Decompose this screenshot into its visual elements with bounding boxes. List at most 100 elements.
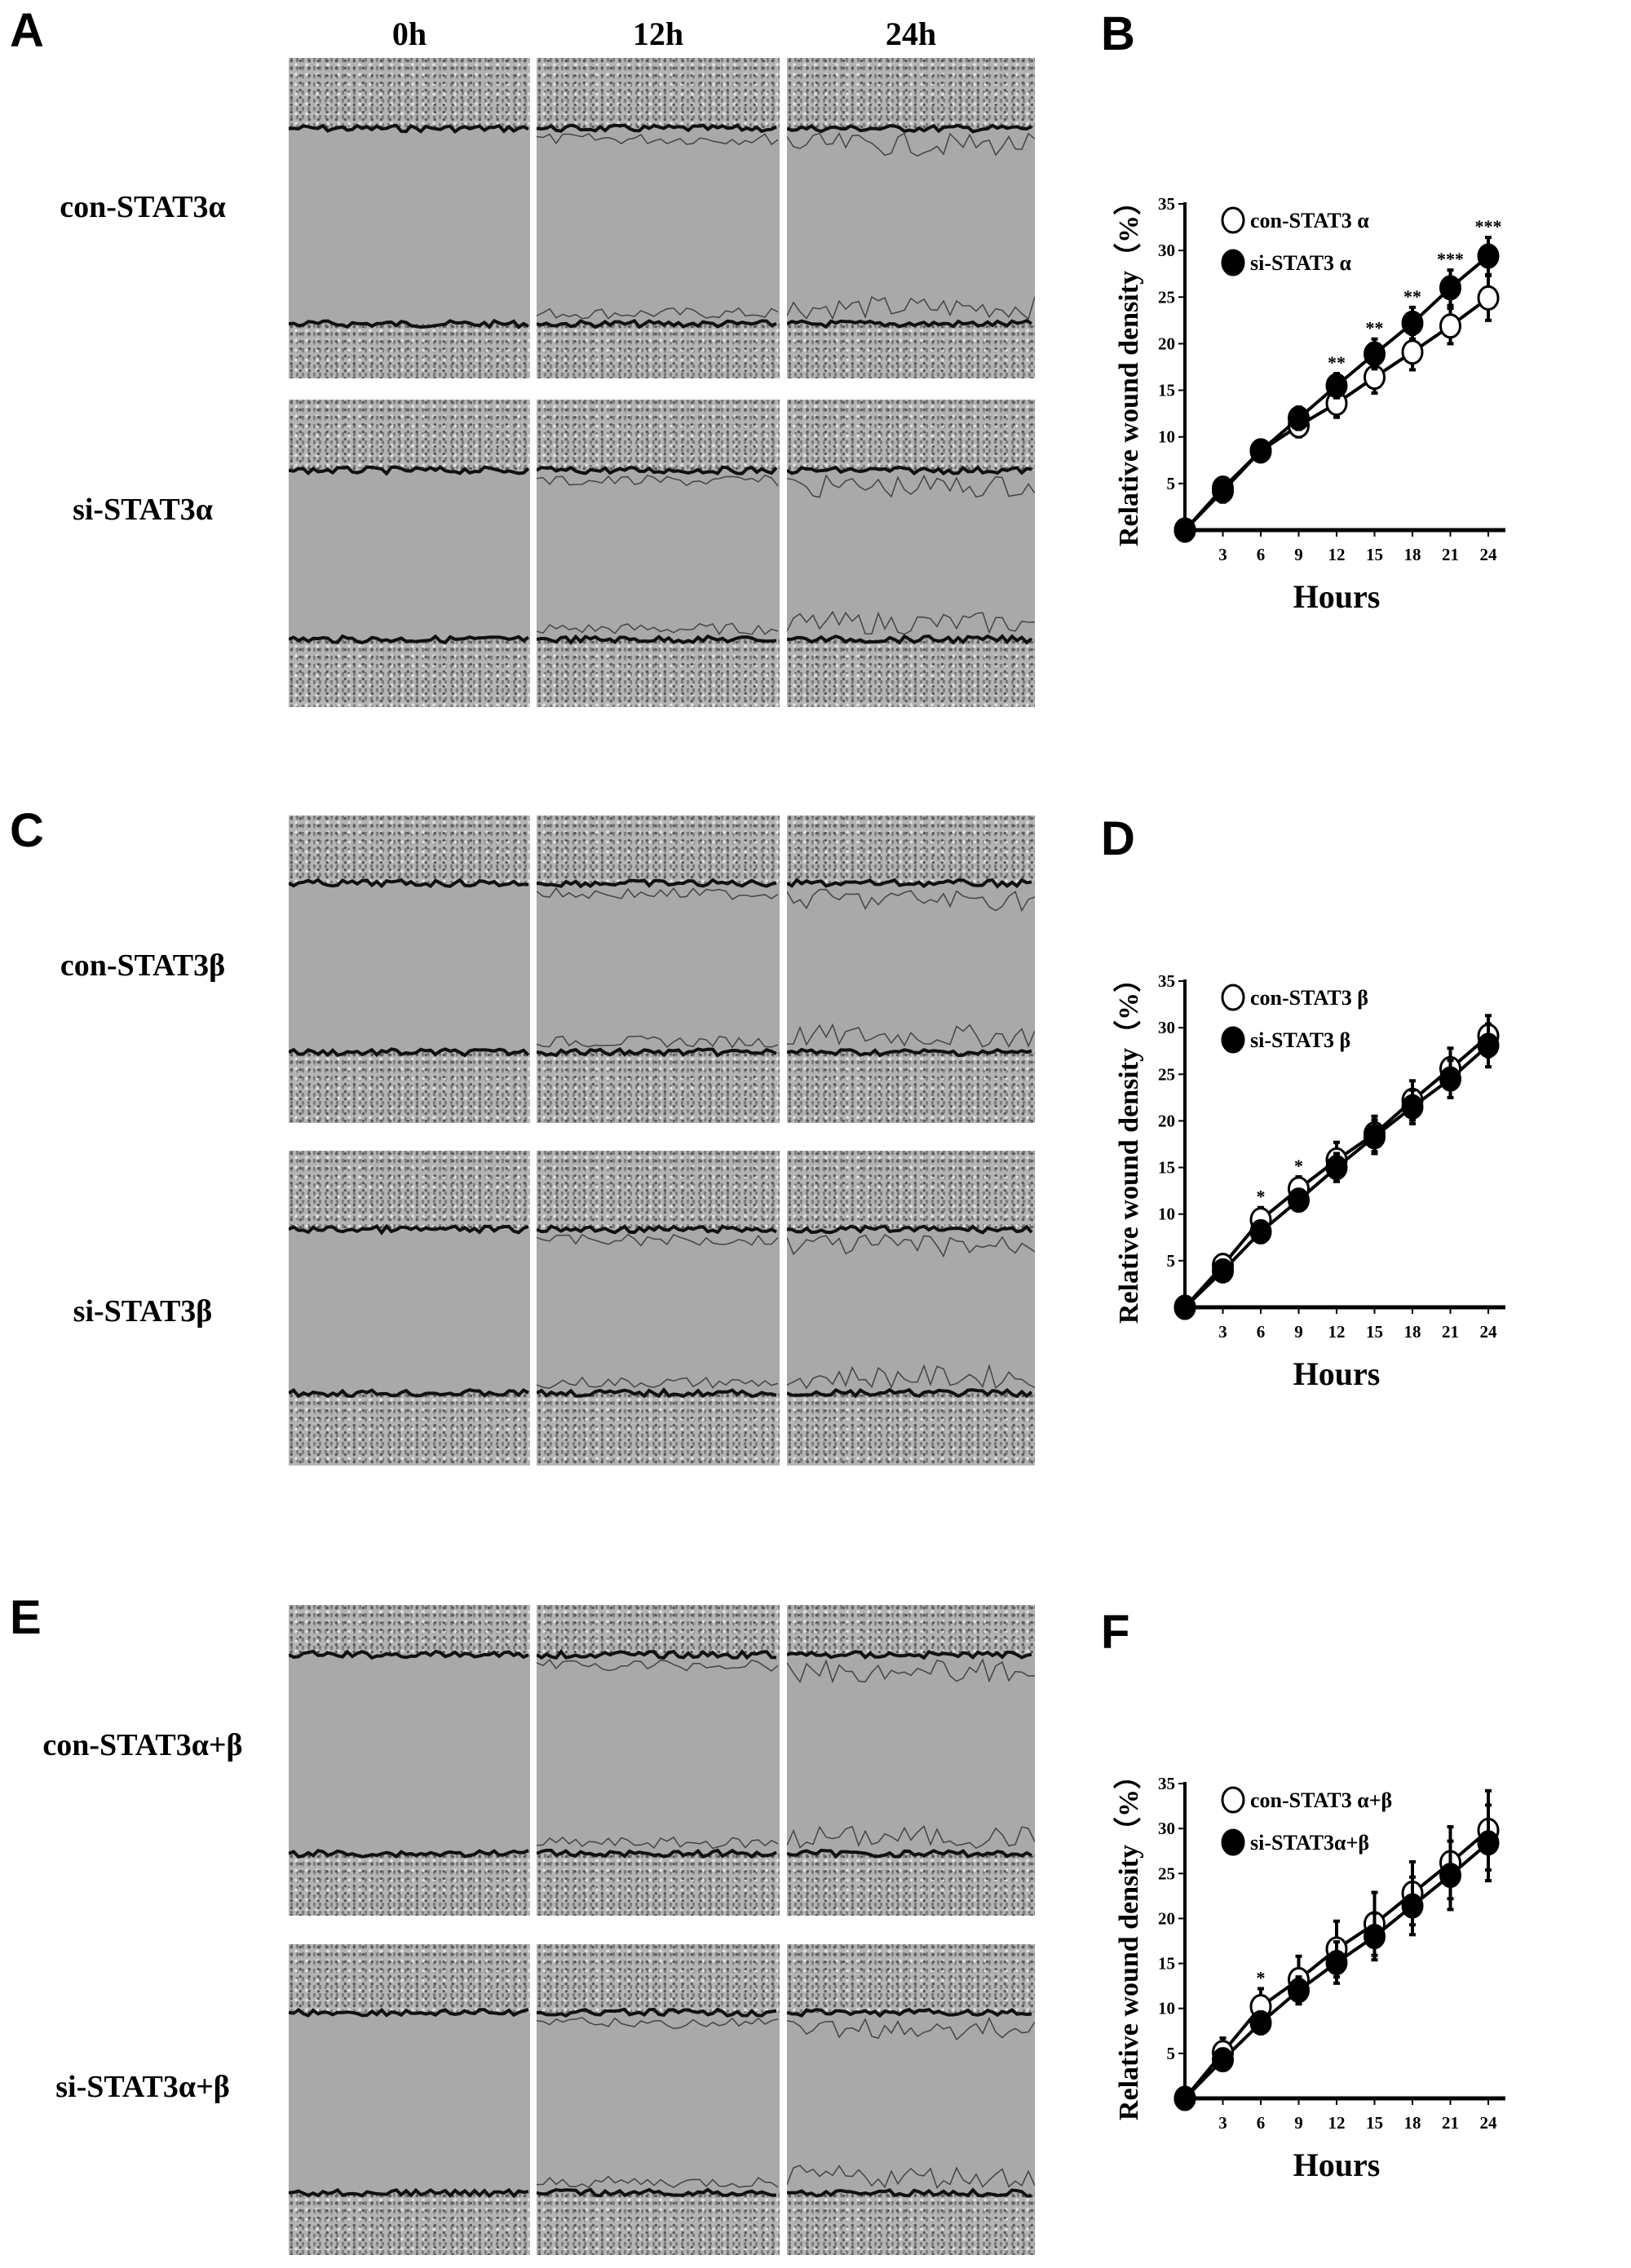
- data-point-open: [1325, 391, 1348, 417]
- upper-wound-edge: [537, 878, 777, 889]
- data-point-filled: [1174, 2085, 1196, 2111]
- upper-wound-edge: [289, 2007, 529, 2018]
- lower-wound-edge: [537, 1848, 777, 1859]
- wound-micrograph: [787, 1151, 1035, 1466]
- data-point-open: [1325, 1936, 1348, 1962]
- data-point-filled: [1174, 517, 1196, 543]
- y-tick-label: 25: [1158, 1064, 1175, 1084]
- legend-label: con-STAT3 β: [1250, 986, 1368, 1010]
- wound-micrograph: [289, 1151, 530, 1466]
- series-line: [1183, 1044, 1490, 1309]
- time-header-24h: 24h: [885, 15, 937, 52]
- data-point-open: [1439, 313, 1461, 339]
- data-point-open: [1477, 1023, 1500, 1049]
- data-point-open: [1439, 1850, 1461, 1876]
- row-label-si-stat3ab: si-STAT3α+β: [55, 2070, 230, 2104]
- lower-wound-edge: [289, 1047, 530, 1058]
- migrated-cell-front: [537, 1659, 779, 1672]
- upper-wound-edge: [537, 465, 778, 475]
- upper-wound-edge: [787, 878, 1032, 889]
- data-point-filled: [1212, 1258, 1234, 1284]
- x-tick-label: 6: [1257, 1322, 1266, 1342]
- y-tick-label: 10: [1158, 427, 1175, 447]
- significance-marker: ***: [1437, 249, 1464, 269]
- x-tick-label: 21: [1442, 1322, 1459, 1342]
- data-point-filled: [1401, 1893, 1424, 1919]
- row-label-si-stat3a: si-STAT3α: [73, 493, 213, 527]
- panel-label-c: C: [10, 804, 44, 857]
- y-tick-label: 5: [1167, 1251, 1176, 1271]
- y-tick-label: 30: [1158, 1018, 1175, 1037]
- upper-wound-edge: [289, 878, 529, 889]
- wound-micrograph: [289, 400, 530, 707]
- y-tick-label: 35: [1158, 971, 1175, 991]
- lower-wound-edge: [537, 1046, 777, 1058]
- y-axis-label: Relative wound density（%）: [1112, 965, 1144, 1324]
- data-point-open: [1401, 1881, 1424, 1907]
- lower-wound-edge: [537, 2187, 777, 2198]
- data-point-open: [1439, 1055, 1461, 1081]
- lower-wound-edge: [289, 2187, 529, 2199]
- lower-wound-edge: [289, 1849, 529, 1859]
- wound-micrograph: [537, 1151, 780, 1466]
- significance-marker: *: [1294, 1156, 1303, 1176]
- y-tick-label: 25: [1158, 1863, 1175, 1883]
- x-tick-label: 15: [1366, 545, 1383, 564]
- migrated-cell-front: [787, 2164, 1035, 2189]
- legend-label: si-STAT3 α: [1250, 251, 1352, 275]
- data-point-open: [1212, 1253, 1234, 1279]
- y-axis-label: Relative wound density（%）: [1112, 188, 1144, 546]
- upper-wound-edge: [787, 2007, 1032, 2018]
- data-point-filled: [1288, 1978, 1310, 2004]
- data-point-open: [1364, 365, 1386, 391]
- data-point-open: [1249, 1994, 1272, 2020]
- data-point-filled: [1174, 1294, 1196, 1320]
- significance-marker: **: [1403, 286, 1421, 307]
- data-point-filled: [1364, 341, 1386, 367]
- wound-micrograph: [787, 400, 1035, 707]
- upper-wound-edge: [289, 465, 530, 476]
- data-point-open: [1288, 1176, 1310, 1202]
- panel-label-f: F: [1101, 1606, 1130, 1659]
- panel-label-a: A: [10, 4, 44, 57]
- data-point-filled: [1249, 2009, 1272, 2036]
- wound-micrograph: [787, 1605, 1035, 1916]
- upper-wound-edge: [787, 1650, 1032, 1660]
- migrated-cell-front: [537, 1233, 779, 1247]
- x-tick-label: 18: [1404, 545, 1421, 564]
- legend-label: si-STAT3 β: [1250, 1028, 1350, 1052]
- wound-micrograph: [537, 1605, 780, 1916]
- migrated-cell-front: [537, 2175, 779, 2189]
- data-point-open: [1249, 438, 1272, 464]
- y-tick-label: 15: [1158, 1954, 1175, 1974]
- data-point-filled: [1401, 310, 1424, 336]
- x-tick-label: 3: [1218, 1322, 1227, 1342]
- data-point-filled: [1249, 1218, 1272, 1245]
- series-line: [1183, 254, 1490, 532]
- upper-wound-edge: [537, 2007, 777, 2018]
- time-header-0h: 0h: [391, 15, 427, 52]
- data-point-open: [1174, 2085, 1196, 2111]
- x-tick-label: 24: [1480, 2113, 1498, 2133]
- x-tick-label: 6: [1257, 545, 1266, 564]
- x-tick-label: 3: [1218, 545, 1227, 564]
- y-tick-label: 30: [1158, 1819, 1175, 1838]
- migrated-cell-front: [787, 474, 1035, 498]
- wound-micrograph: [537, 816, 780, 1123]
- lower-wound-edge: [787, 1047, 1032, 1058]
- legend-marker: [1221, 1786, 1245, 1814]
- y-axis-label: Relative wound density（%）: [1112, 1762, 1144, 2120]
- significance-marker: **: [1328, 352, 1346, 373]
- significance-marker: ***: [1475, 216, 1502, 237]
- migrated-cell-front: [537, 622, 779, 635]
- data-point-filled: [1477, 1830, 1500, 1856]
- migrated-cell-front: [787, 610, 1035, 635]
- wound-micrograph: [787, 1944, 1035, 2255]
- wound-micrograph: [289, 816, 530, 1123]
- y-tick-label: 35: [1158, 194, 1175, 214]
- upper-wound-edge: [787, 1224, 1033, 1235]
- y-tick-label: 5: [1167, 2044, 1176, 2063]
- y-tick-label: 20: [1158, 1908, 1175, 1928]
- significance-marker: *: [1257, 1187, 1266, 1207]
- row-label-con-stat3a: con-STAT3α: [60, 190, 226, 224]
